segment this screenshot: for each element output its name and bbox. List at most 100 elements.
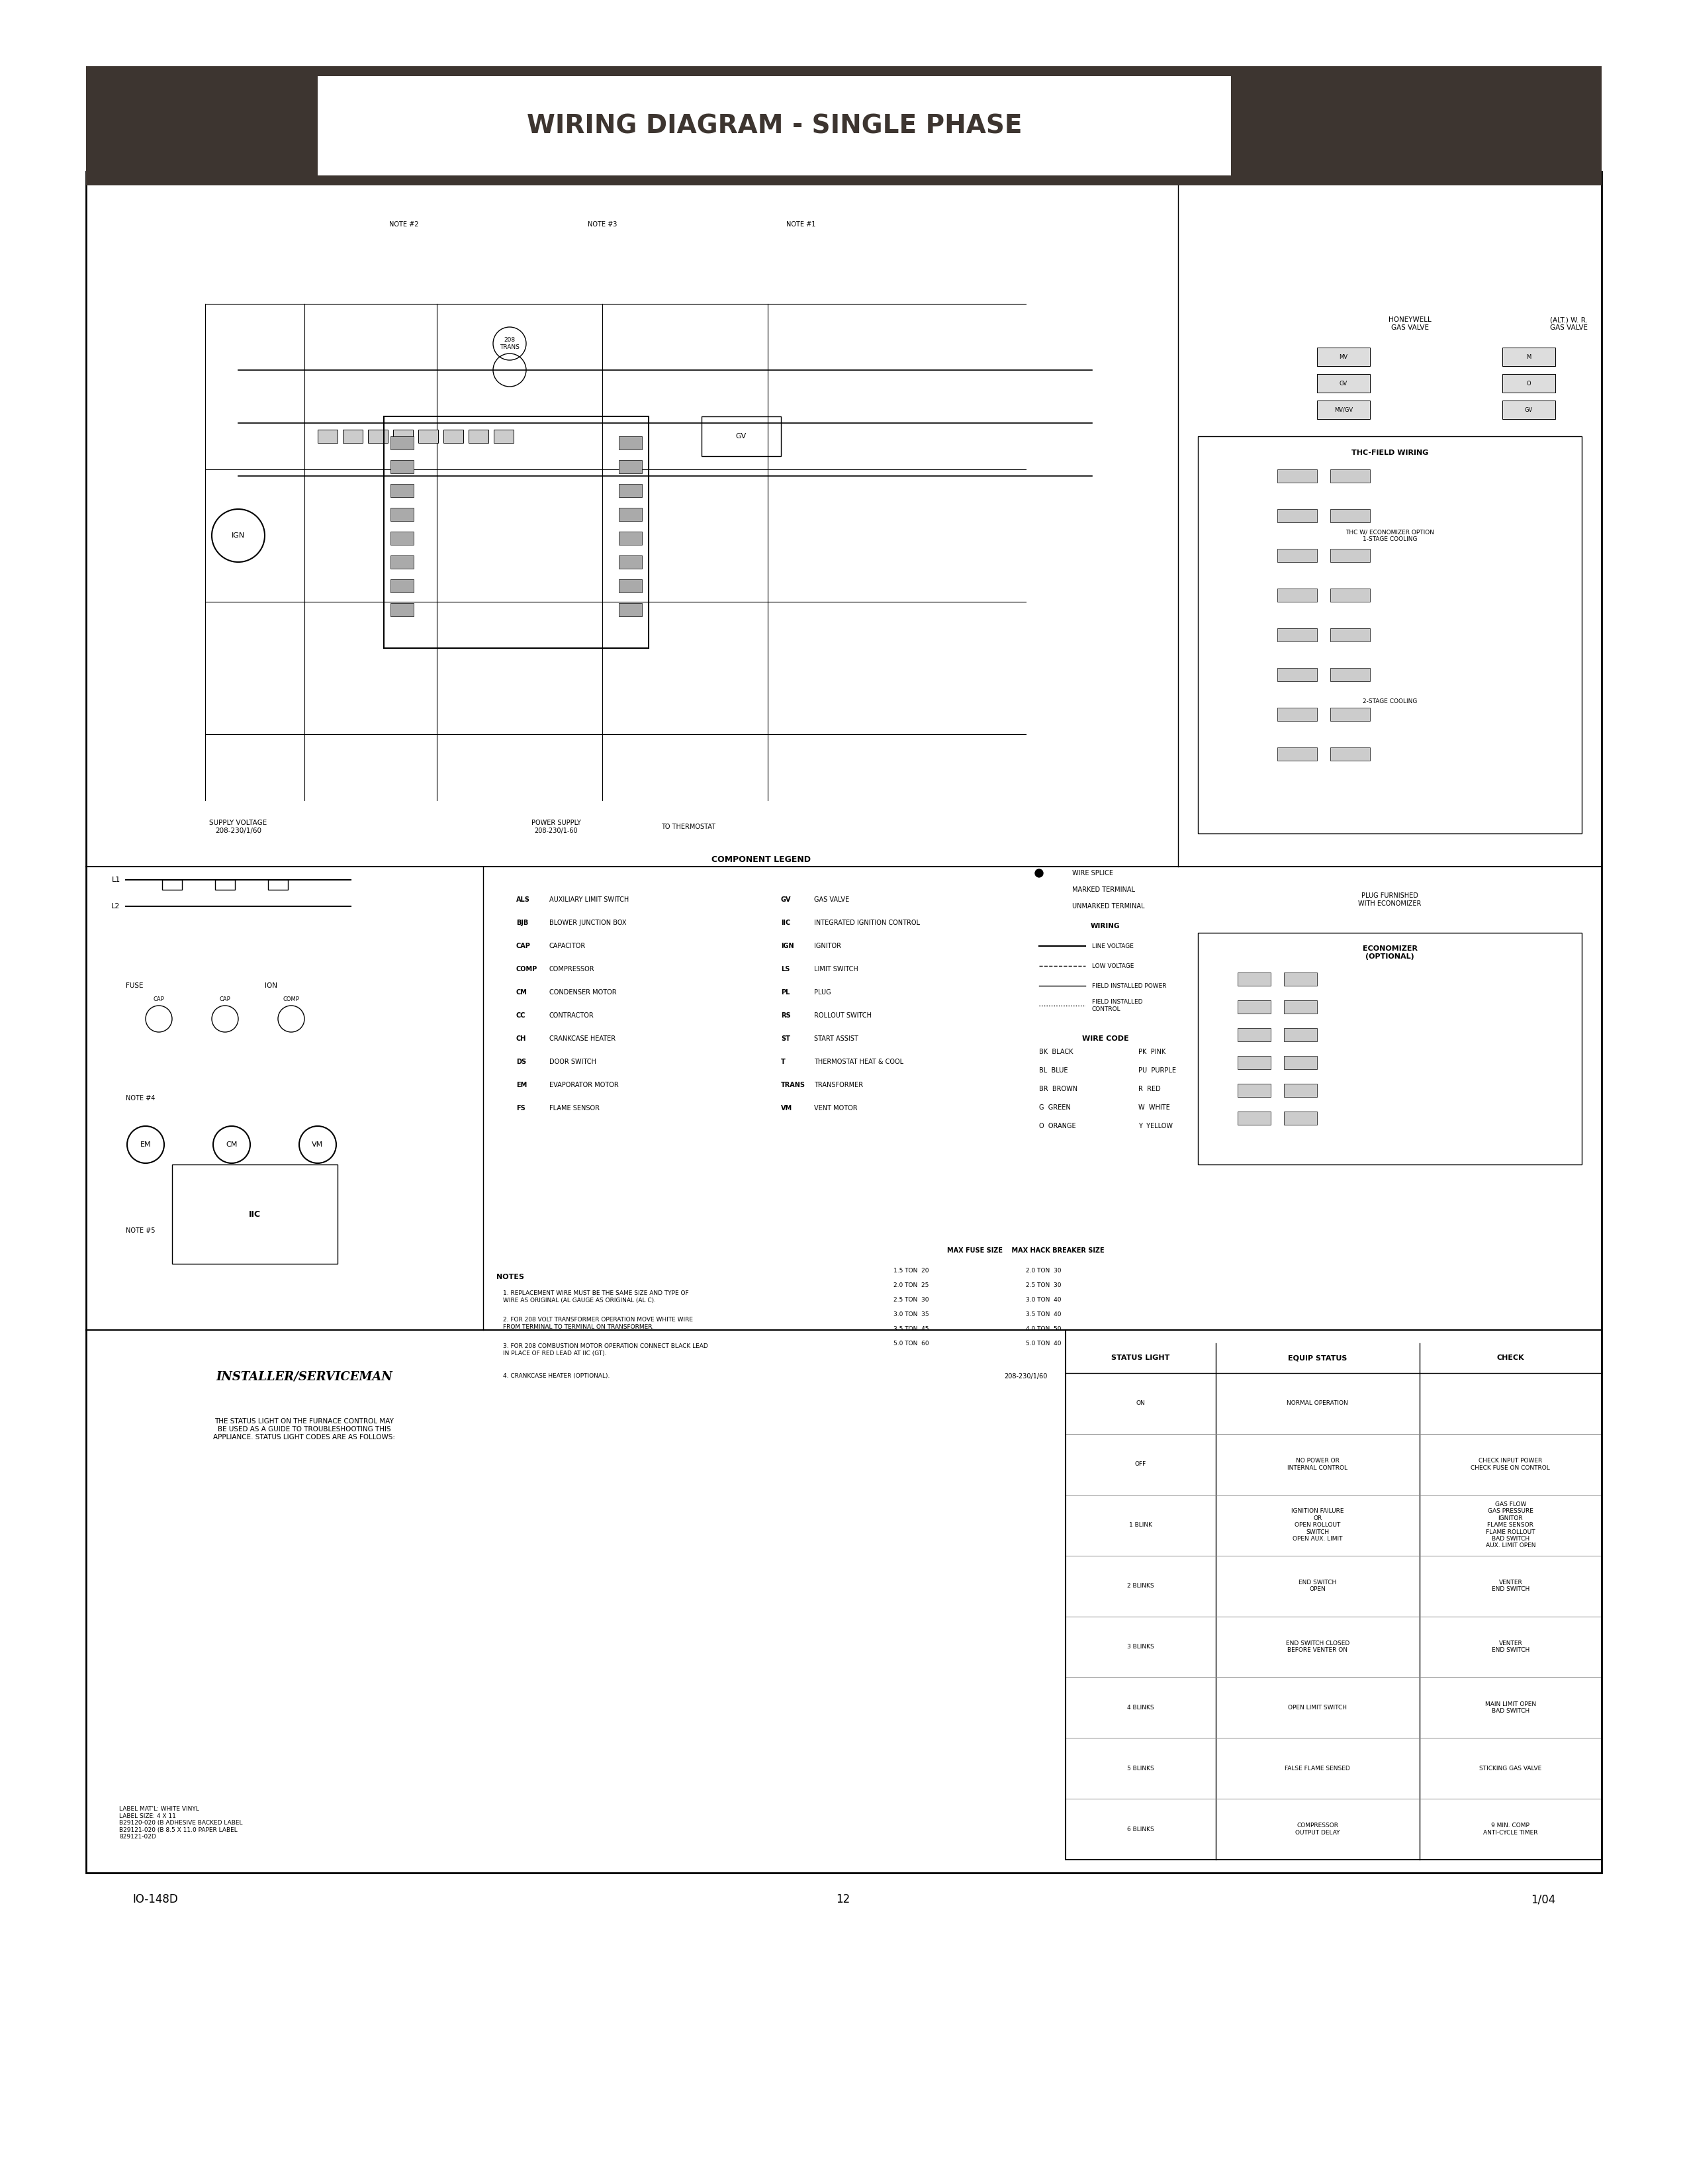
- Bar: [1503, 373, 1555, 393]
- Text: NORMAL OPERATION: NORMAL OPERATION: [1287, 1400, 1348, 1406]
- Text: IIC: IIC: [781, 919, 791, 926]
- Text: CHECK: CHECK: [1496, 1354, 1525, 1361]
- Text: W  WHITE: W WHITE: [1139, 1105, 1171, 1112]
- Text: 2.5 TON  30: 2.5 TON 30: [894, 1297, 930, 1302]
- Text: PLUG FURNISHED
WITH ECONOMIZER: PLUG FURNISHED WITH ECONOMIZER: [1358, 893, 1422, 906]
- Text: NOTES: NOTES: [496, 1273, 525, 1280]
- Bar: [619, 531, 643, 544]
- Text: BR  BROWN: BR BROWN: [1039, 1085, 1078, 1092]
- Text: BL  BLUE: BL BLUE: [1039, 1068, 1068, 1075]
- Text: VENTER
END SWITCH: VENTER END SWITCH: [1491, 1640, 1530, 1653]
- Bar: [172, 1164, 337, 1265]
- Text: VM: VM: [312, 1142, 324, 1149]
- Text: 3.0 TON  40: 3.0 TON 40: [1026, 1297, 1061, 1302]
- Text: IGN: IGN: [781, 943, 795, 950]
- Bar: [1318, 400, 1370, 419]
- Text: L2: L2: [111, 902, 120, 909]
- Bar: [619, 437, 643, 450]
- Text: L1: L1: [111, 876, 120, 882]
- Text: THC W/ ECONOMIZER OPTION
1-STAGE COOLING: THC W/ ECONOMIZER OPTION 1-STAGE COOLING: [1346, 529, 1434, 542]
- Text: THERMOSTAT HEAT & COOL: THERMOSTAT HEAT & COOL: [815, 1059, 904, 1066]
- Text: POWER SUPPLY
208-230/1-60: POWER SUPPLY 208-230/1-60: [531, 819, 580, 834]
- Text: WIRING DIAGRAM - SINGLE PHASE: WIRING DIAGRAM - SINGLE PHASE: [526, 114, 1022, 138]
- Bar: [1318, 373, 1370, 393]
- Text: 1 BLINK: 1 BLINK: [1129, 1522, 1152, 1529]
- Text: STATUS LIGHT: STATUS LIGHT: [1112, 1354, 1169, 1361]
- Text: CAP: CAP: [154, 996, 164, 1002]
- Text: MAIN LIMIT OPEN
BAD SWITCH: MAIN LIMIT OPEN BAD SWITCH: [1485, 1701, 1535, 1714]
- Text: CRANKCASE HEATER: CRANKCASE HEATER: [550, 1035, 616, 1042]
- Text: EQUIP STATUS: EQUIP STATUS: [1287, 1354, 1348, 1361]
- Text: GV: GV: [781, 895, 791, 902]
- Text: OFF: OFF: [1135, 1461, 1145, 1468]
- Bar: [216, 880, 234, 889]
- Bar: [1331, 587, 1370, 603]
- Text: GV: GV: [736, 432, 747, 439]
- Text: INTEGRATED IGNITION CONTROL: INTEGRATED IGNITION CONTROL: [815, 919, 919, 926]
- Text: OPEN LIMIT SWITCH: OPEN LIMIT SWITCH: [1289, 1704, 1346, 1710]
- Text: ALS: ALS: [516, 895, 530, 902]
- Bar: [393, 430, 413, 443]
- Text: LABEL MAT'L: WHITE VINYL
LABEL SIZE: 4 X 11
B29120-020 (B ADHESIVE BACKED LABEL
: LABEL MAT'L: WHITE VINYL LABEL SIZE: 4 X…: [120, 1806, 243, 1839]
- Text: 12: 12: [837, 1894, 850, 1904]
- Bar: [368, 430, 388, 443]
- Bar: [390, 555, 413, 568]
- Text: 2 BLINKS: 2 BLINKS: [1127, 1583, 1154, 1590]
- Text: EM: EM: [140, 1142, 152, 1149]
- Text: IGN: IGN: [231, 533, 245, 539]
- Bar: [390, 507, 413, 522]
- Text: UNMARKED TERMINAL: UNMARKED TERMINAL: [1073, 902, 1145, 909]
- Bar: [619, 555, 643, 568]
- Text: PLUG: PLUG: [815, 989, 832, 996]
- Text: CAP: CAP: [219, 996, 231, 1002]
- Bar: [390, 603, 413, 616]
- Text: CONTRACTOR: CONTRACTOR: [550, 1011, 594, 1020]
- Text: CAPACITOR: CAPACITOR: [550, 943, 585, 950]
- Text: ROLLOUT SWITCH: ROLLOUT SWITCH: [815, 1011, 872, 1020]
- Text: WIRE SPLICE: WIRE SPLICE: [1073, 869, 1113, 876]
- Text: 4.0 TON  50: 4.0 TON 50: [1026, 1326, 1061, 1332]
- Text: LIMIT SWITCH: LIMIT SWITCH: [815, 965, 859, 972]
- Bar: [1277, 629, 1318, 642]
- Text: PU  PURPLE: PU PURPLE: [1139, 1068, 1176, 1075]
- Text: COMPONENT LEGEND: COMPONENT LEGEND: [712, 856, 811, 865]
- Bar: [1331, 708, 1370, 721]
- Text: TRANSFORMER: TRANSFORMER: [815, 1081, 864, 1088]
- Text: NOTE #2: NOTE #2: [390, 221, 418, 227]
- Bar: [86, 173, 1601, 1874]
- Text: TRANS: TRANS: [781, 1081, 805, 1088]
- Text: LOW VOLTAGE: LOW VOLTAGE: [1091, 963, 1134, 970]
- Bar: [469, 430, 489, 443]
- Text: (ALT.) W. R.
GAS VALVE: (ALT.) W. R. GAS VALVE: [1550, 317, 1587, 332]
- Bar: [1277, 747, 1318, 760]
- Text: CC: CC: [516, 1011, 526, 1020]
- Bar: [619, 507, 643, 522]
- Bar: [702, 417, 781, 456]
- Text: IGNITION FAILURE
OR
OPEN ROLLOUT
SWITCH
OPEN AUX. LIMIT: IGNITION FAILURE OR OPEN ROLLOUT SWITCH …: [1291, 1509, 1345, 1542]
- Bar: [1277, 509, 1318, 522]
- Text: ST: ST: [781, 1035, 790, 1042]
- Text: VENT MOTOR: VENT MOTOR: [815, 1105, 857, 1112]
- Text: LINE VOLTAGE: LINE VOLTAGE: [1091, 943, 1134, 950]
- Bar: [390, 579, 413, 592]
- Text: ECONOMIZER
(OPTIONAL): ECONOMIZER (OPTIONAL): [1363, 946, 1417, 959]
- Text: LS: LS: [781, 965, 790, 972]
- Bar: [390, 437, 413, 450]
- Text: DOOR SWITCH: DOOR SWITCH: [550, 1059, 596, 1066]
- Text: END SWITCH
OPEN: END SWITCH OPEN: [1299, 1579, 1336, 1592]
- Bar: [1277, 548, 1318, 561]
- Bar: [1277, 587, 1318, 603]
- Text: 2. FOR 208 VOLT TRANSFORMER OPERATION MOVE WHITE WIRE
FROM TERMINAL TO TERMINAL : 2. FOR 208 VOLT TRANSFORMER OPERATION MO…: [503, 1317, 693, 1330]
- Text: 3 BLINKS: 3 BLINKS: [1127, 1645, 1154, 1649]
- Text: FUSE: FUSE: [127, 983, 143, 989]
- Text: CM: CM: [226, 1142, 238, 1149]
- Text: ION: ION: [265, 983, 277, 989]
- Bar: [1331, 509, 1370, 522]
- Bar: [317, 430, 337, 443]
- Text: 5.0 TON  60: 5.0 TON 60: [894, 1341, 930, 1345]
- Text: GV: GV: [1339, 380, 1348, 387]
- Bar: [1284, 1083, 1318, 1096]
- Text: VM: VM: [781, 1105, 793, 1112]
- Bar: [1198, 437, 1582, 834]
- Bar: [342, 430, 363, 443]
